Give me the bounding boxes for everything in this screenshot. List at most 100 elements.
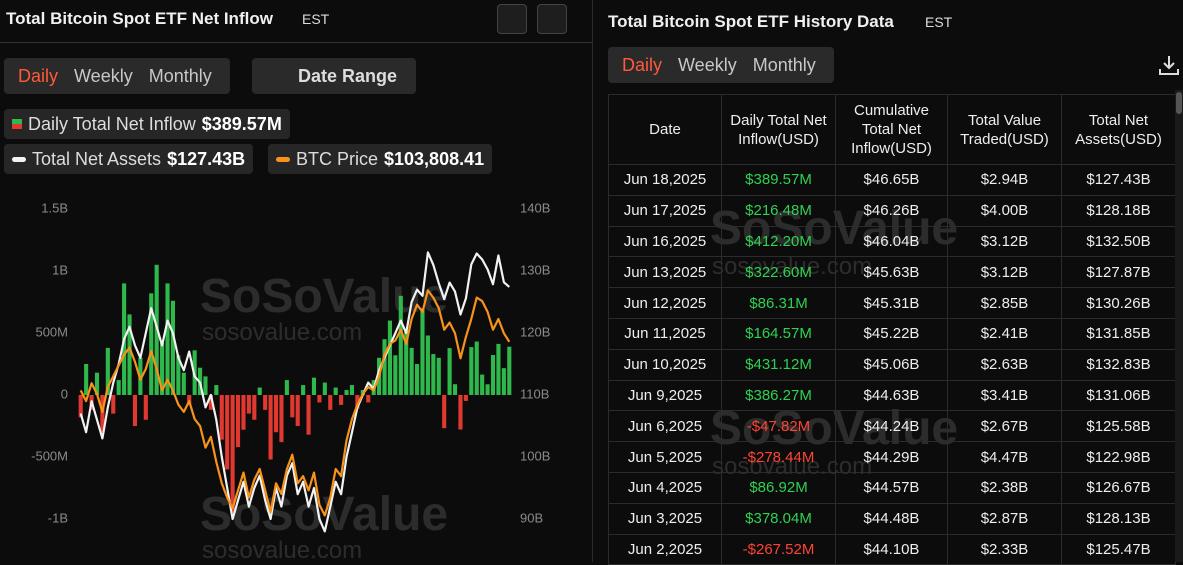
cell: Jun 2,2025: [608, 533, 722, 565]
scrollbar[interactable]: [1175, 90, 1183, 562]
cell: $2.41B: [947, 317, 1062, 350]
bar: [344, 390, 349, 395]
share-button[interactable]: [537, 4, 567, 34]
bar: [463, 395, 468, 401]
cell: $412.20M: [721, 225, 836, 258]
y-tick-label: -1B: [48, 510, 68, 525]
cell: $3.12B: [947, 256, 1062, 289]
bar: [263, 395, 268, 410]
y-tick-label: 0: [61, 386, 68, 401]
cell: Jun 3,2025: [608, 502, 722, 535]
bar: [415, 364, 420, 395]
cell: Jun 9,2025: [608, 379, 722, 412]
bar: [273, 395, 279, 433]
column-header: Daily Total Net Inflow(USD): [721, 94, 836, 165]
cell: $131.06B: [1061, 379, 1176, 412]
bar: [382, 339, 387, 395]
divider: [592, 0, 593, 562]
cell: $132.83B: [1061, 348, 1176, 381]
timezone[interactable]: EST: [302, 11, 330, 27]
bar: [111, 395, 116, 414]
bar: [501, 368, 506, 395]
bar: [225, 395, 230, 470]
right-title: Total Bitcoin Spot ETF History Data: [608, 12, 894, 31]
bar: [127, 314, 132, 395]
bar: [165, 283, 170, 395]
line: [79, 289, 511, 517]
column-header: Date: [608, 94, 722, 165]
cell: -$278.44M: [721, 441, 836, 473]
bar: [393, 355, 398, 395]
cell: $431.12M: [721, 348, 836, 381]
bar: [485, 384, 490, 395]
cell: -$267.52M: [721, 533, 836, 565]
date-range[interactable]: Date Range: [252, 58, 416, 94]
bar: [420, 308, 425, 395]
fullscreen-button[interactable]: [497, 4, 527, 34]
bar: [284, 380, 289, 395]
y-tick-label: 1B: [52, 262, 68, 277]
cell: $125.47B: [1061, 533, 1176, 565]
bar: [436, 357, 441, 395]
bar: [170, 300, 175, 395]
cell: Jun 4,2025: [608, 471, 722, 504]
bar: [295, 395, 300, 426]
left-title: Total Bitcoin Spot ETF Net Inflow: [6, 9, 273, 28]
bar: [452, 384, 458, 395]
legend-item: Total Net Assets $127.43B: [4, 144, 254, 174]
chart: SoSoValue sosovalue.com SoSoValue sosova…: [31, 200, 550, 562]
timezone[interactable]: EST: [925, 14, 953, 30]
bar: [235, 395, 241, 448]
bar: [301, 385, 306, 395]
y2-tick-label: 130B: [520, 262, 550, 277]
tab[interactable]: Daily: [18, 65, 59, 86]
bar: [317, 395, 322, 403]
legend-label: Total Net Assets: [32, 148, 162, 169]
tab[interactable]: Monthly: [148, 65, 212, 86]
tab[interactable]: Weekly: [74, 65, 133, 86]
bar: [431, 354, 436, 395]
y-tick-label: 500M: [35, 324, 68, 339]
cell: $216.48M: [721, 194, 836, 227]
cell: $164.57M: [721, 317, 836, 350]
cell: $130.26B: [1061, 287, 1176, 319]
cell: $86.92M: [721, 471, 836, 504]
legend-value: $103,808.41: [384, 148, 485, 169]
cell: Jun 10,2025: [608, 348, 722, 381]
cell: $44.57B: [835, 471, 948, 504]
cell: $4.47B: [947, 441, 1062, 473]
cell: $125.58B: [1061, 410, 1176, 443]
watermark-url: sosovalue.com: [202, 537, 362, 562]
bar: [480, 374, 485, 395]
tab[interactable]: Daily: [622, 54, 663, 75]
date-range-label: Date Range: [298, 65, 398, 86]
cell: $3.12B: [947, 225, 1062, 258]
cell: Jun 18,2025: [608, 164, 722, 196]
bar: [442, 395, 447, 429]
bar: [366, 395, 371, 403]
tab[interactable]: Weekly: [678, 54, 737, 75]
bar: [257, 387, 262, 395]
bar: [203, 376, 208, 395]
cell: $2.63B: [947, 348, 1062, 381]
bar: [116, 380, 121, 395]
bar: [187, 395, 192, 405]
cell: $44.63B: [835, 379, 948, 412]
cell: $132.50B: [1061, 225, 1176, 258]
cell: $45.31B: [835, 287, 948, 319]
cell: $128.18B: [1061, 194, 1176, 227]
cell: $45.22B: [835, 317, 948, 350]
bar: [208, 395, 213, 410]
bar: [252, 395, 257, 420]
cell: $322.60M: [721, 256, 836, 289]
bar: [355, 395, 360, 409]
legend-label: Daily Total Net Inflow: [28, 113, 196, 134]
cell: $122.98B: [1061, 441, 1176, 473]
cell: $4.00B: [947, 194, 1062, 227]
tab[interactable]: Monthly: [752, 54, 816, 75]
watermark: SoSoValue: [200, 270, 448, 323]
bar: [409, 347, 414, 395]
cell: $2.33B: [947, 533, 1062, 565]
cell: Jun 5,2025: [608, 441, 722, 473]
download-button[interactable]: [1158, 54, 1180, 76]
